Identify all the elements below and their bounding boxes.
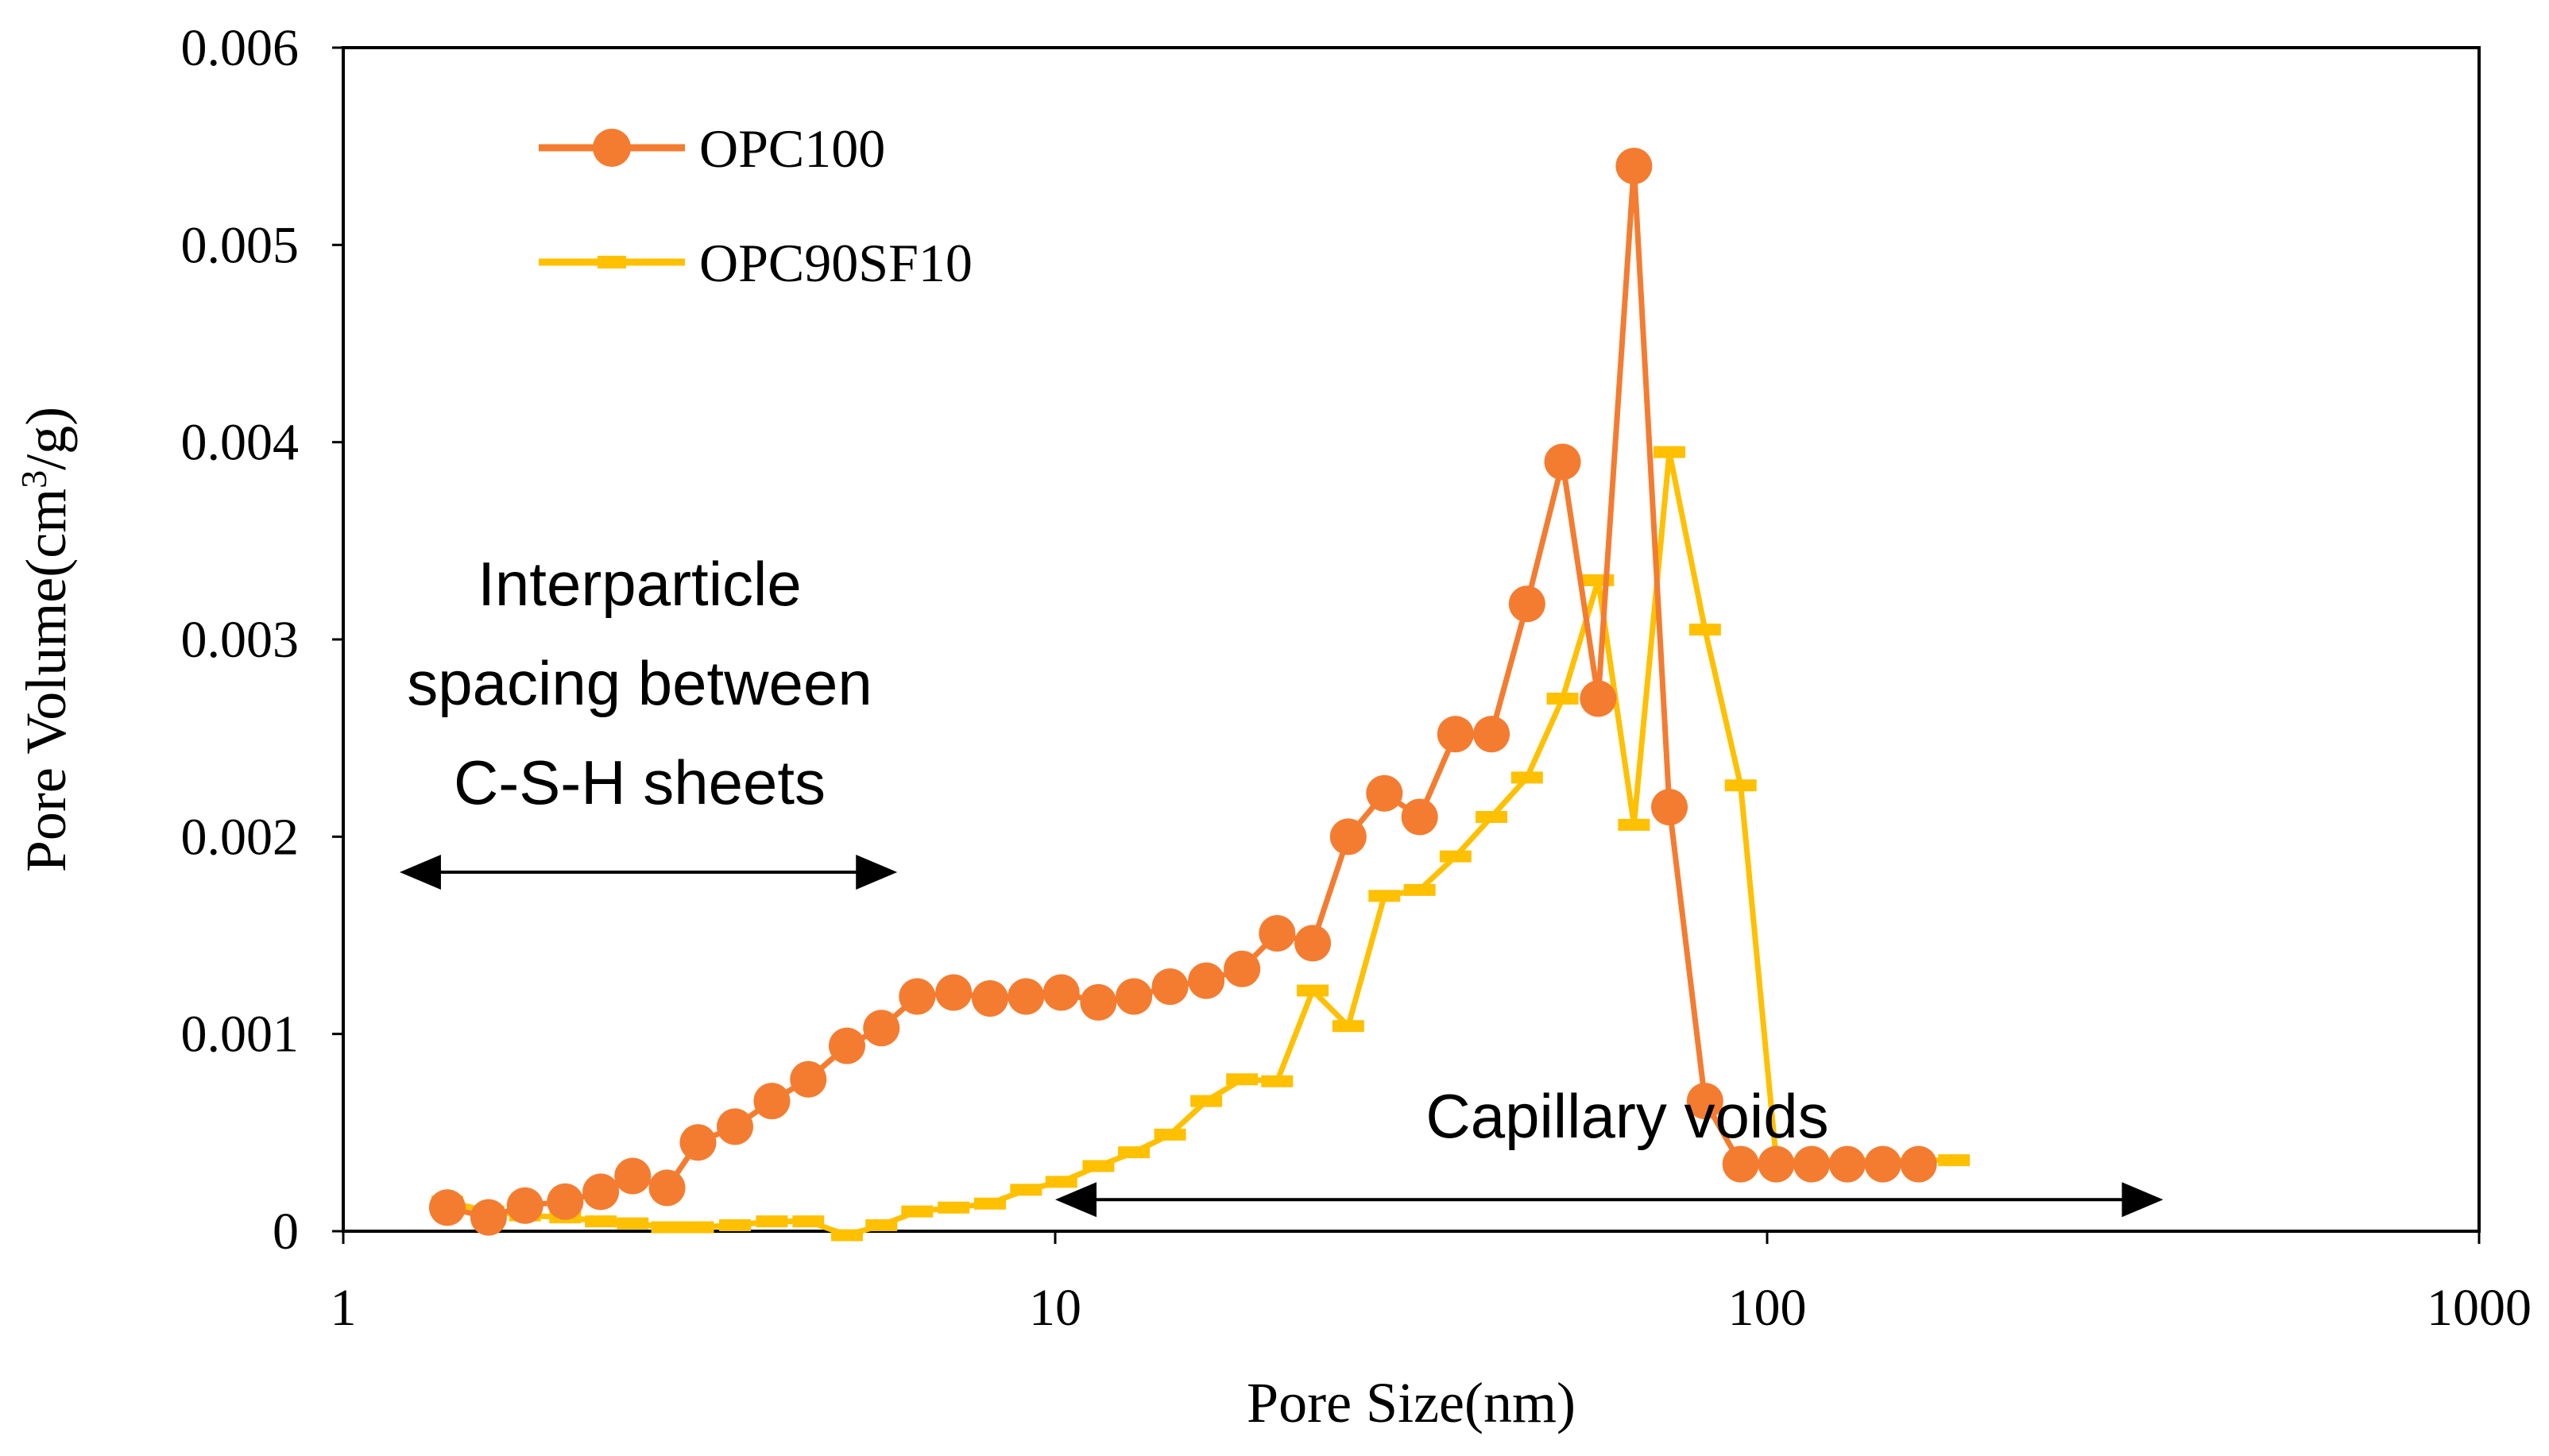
data-point-opc100 <box>1473 716 1510 753</box>
y-axis-title: Pore Volume(cm3/g) <box>14 407 78 872</box>
data-point-opc100 <box>899 978 936 1015</box>
plot-frame <box>342 46 2481 1233</box>
data-point-opc100 <box>1188 962 1225 999</box>
data-point-opc100 <box>1758 1145 1795 1183</box>
y-axis-title-tail: /g) <box>14 407 78 470</box>
annotation-interparticle-line-2: spacing between <box>407 648 872 718</box>
annotation-capillary-voids: Capillary voids <box>1425 1081 1828 1151</box>
data-point-opc100 <box>1008 978 1045 1015</box>
data-point-opc100 <box>1722 1145 1759 1183</box>
data-point-opc100 <box>1259 915 1296 952</box>
x-tick-label: 1000 <box>2427 1279 2532 1337</box>
data-point-opc100 <box>1224 950 1261 987</box>
y-axis-title-sup: 3 <box>14 470 54 489</box>
data-point-opc100 <box>506 1187 543 1224</box>
data-point-opc100 <box>470 1199 507 1236</box>
data-point-opc100 <box>1042 974 1080 1011</box>
data-point-opc100 <box>790 1060 827 1098</box>
data-point-opc100 <box>972 979 1009 1017</box>
x-tick-label: 100 <box>1728 1279 1807 1337</box>
legend-opc100-marker <box>593 129 631 167</box>
y-tick-label: 0.001 <box>181 1006 300 1064</box>
data-point-opc100 <box>547 1183 584 1220</box>
y-tick-label: 0.005 <box>181 216 300 274</box>
annotation-arrow-head-left-1 <box>1055 1182 1097 1218</box>
data-point-opc100 <box>1366 774 1403 812</box>
legend-opc100-label: OPC100 <box>699 118 885 179</box>
data-point-opc100 <box>1615 148 1653 184</box>
data-point-opc100 <box>1900 1145 1937 1183</box>
annotation-arrow-head-left-0 <box>399 855 441 890</box>
data-point-opc100 <box>1401 798 1438 836</box>
data-point-opc100 <box>1793 1145 1831 1183</box>
y-axis-ticks: 0 0.001 0.002 0.003 0.004 0.005 0.006 <box>181 19 343 1261</box>
data-point-opc100 <box>935 974 973 1011</box>
x-tick-label: 10 <box>1029 1279 1081 1337</box>
data-point-opc100 <box>1080 983 1117 1021</box>
y-tick-label: 0 <box>273 1203 299 1261</box>
data-point-opc100 <box>1686 1083 1723 1120</box>
data-point-opc100 <box>828 1027 865 1064</box>
y-tick-label: 0.002 <box>181 808 300 866</box>
data-point-opc100 <box>648 1169 686 1207</box>
annotation-layer: Interparticle spacing between C-S-H shee… <box>399 549 2164 1218</box>
x-tick-label: 1 <box>331 1279 357 1337</box>
y-tick-label: 0.006 <box>181 19 300 77</box>
y-tick-label: 0.003 <box>181 611 300 669</box>
annotation-arrow-head-right-0 <box>856 855 898 890</box>
x-axis-ticks: 1 10 100 1000 <box>331 1231 2532 1337</box>
data-point-opc100 <box>1437 716 1474 753</box>
data-point-opc100 <box>717 1108 754 1145</box>
data-point-opc100 <box>428 1189 466 1226</box>
data-point-opc100 <box>1294 925 1332 962</box>
data-point-opc100 <box>1864 1145 1901 1183</box>
y-tick-label: 0.004 <box>181 414 300 472</box>
legend-opc90sf10-label: OPC90SF10 <box>699 233 973 293</box>
data-point-opc100 <box>1651 789 1688 826</box>
data-point-opc100 <box>863 1010 900 1047</box>
data-point-opc100 <box>753 1083 791 1120</box>
annotation-interparticle-line-1: Interparticle <box>478 549 802 619</box>
data-point-opc100 <box>614 1157 652 1195</box>
series-layer <box>428 148 1971 1242</box>
data-point-opc100 <box>582 1173 620 1211</box>
y-axis-title-main: Pore Volume(cm <box>14 489 78 872</box>
annotation-arrow-head-right-1 <box>2122 1182 2164 1218</box>
data-point-opc100 <box>1544 443 1581 481</box>
data-point-opc100 <box>1329 818 1367 855</box>
legend: OPC100 OPC90SF10 <box>539 118 973 293</box>
data-point-opc100 <box>1508 585 1545 623</box>
data-point-opc100 <box>1151 968 1189 1006</box>
data-point-opc100 <box>1580 680 1617 717</box>
data-point-opc100 <box>679 1124 717 1161</box>
data-point-opc100 <box>1116 978 1153 1015</box>
x-axis-title: Pore Size(nm) <box>1247 1371 1576 1435</box>
data-point-opc100 <box>1828 1145 1866 1183</box>
annotation-interparticle-line-3: C-S-H sheets <box>454 747 826 817</box>
